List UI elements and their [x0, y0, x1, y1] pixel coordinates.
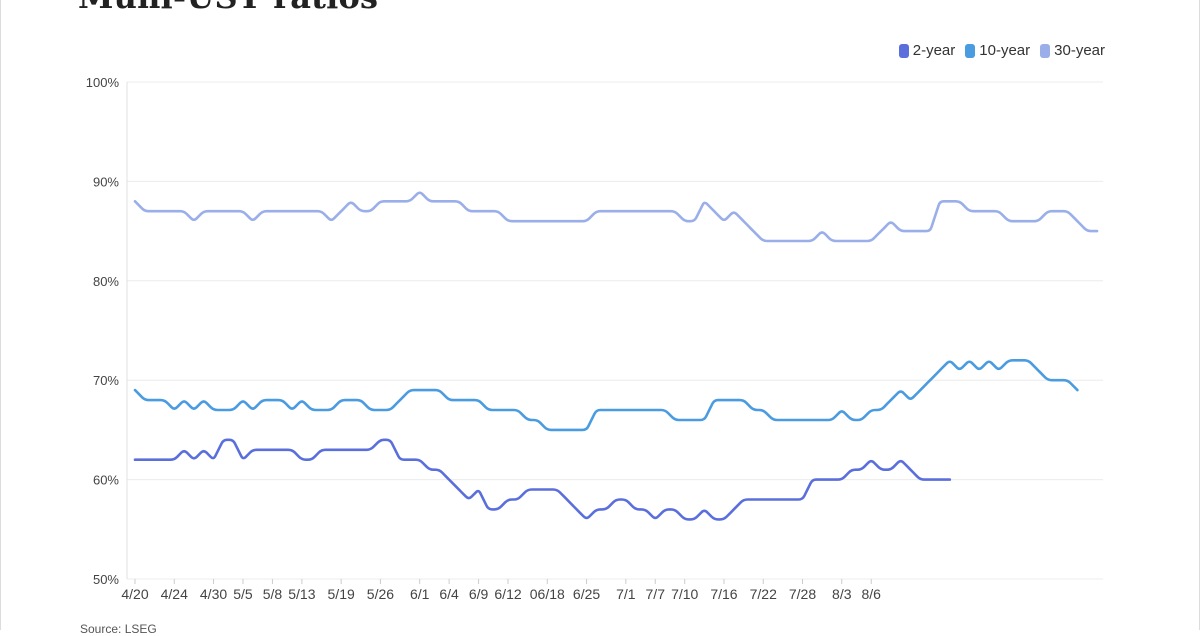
legend-item-2-year[interactable]: 2-year	[898, 42, 956, 59]
y-tick-label: 90%	[93, 174, 119, 189]
legend-swatch-2-year	[898, 43, 909, 58]
y-tick-label: 60%	[93, 473, 119, 488]
legend-swatch-10-year	[965, 43, 976, 58]
y-tick-label: 70%	[93, 373, 119, 388]
legend-swatch-30-year	[1040, 43, 1051, 58]
x-tick-label: 6/9	[469, 586, 489, 602]
chart-title: Muni-UST ratios	[78, 0, 378, 16]
y-tick-label: 50%	[93, 572, 119, 587]
legend-label-10-year: 10-year	[979, 42, 1031, 59]
legend-item-30-year[interactable]: 30-year	[1040, 42, 1105, 59]
legend-label-2-year: 2-year	[912, 42, 956, 59]
legend-label-30-year: 30-year	[1054, 42, 1105, 59]
x-tick-label: 4/20	[121, 586, 148, 602]
x-tick-label: 7/1	[616, 586, 636, 602]
x-tick-label: 6/12	[494, 586, 521, 602]
x-tick-label: 4/24	[161, 586, 188, 602]
x-tick-label: 7/16	[710, 586, 737, 602]
chart-legend: 2-year 10-year 30-year	[898, 42, 1105, 59]
x-tick-label: 6/4	[439, 586, 459, 602]
frame-left-border	[0, 0, 1, 630]
legend-item-10-year[interactable]: 10-year	[965, 42, 1030, 59]
x-tick-label: 7/10	[671, 586, 698, 602]
x-tick-label: 5/13	[288, 586, 315, 602]
x-tick-label: 5/8	[263, 586, 283, 602]
x-tick-label: 4/30	[200, 586, 227, 602]
x-tick-label: 7/28	[789, 586, 816, 602]
series-line-2-year	[133, 438, 952, 521]
x-tick-label: 5/5	[233, 586, 253, 602]
x-tick-label: 6/1	[410, 586, 430, 602]
y-tick-label: 100%	[86, 75, 120, 90]
x-tick-label: 8/6	[861, 586, 881, 602]
x-tick-label: 5/26	[367, 586, 394, 602]
x-tick-label: 7/7	[646, 586, 666, 602]
y-tick-label: 80%	[93, 274, 119, 289]
source-note: Source: LSEG	[80, 622, 157, 636]
series-line-30-year	[133, 191, 1099, 243]
x-tick-label: 5/19	[328, 586, 355, 602]
x-tick-label: 7/22	[750, 586, 777, 602]
x-tick-label: 06/18	[530, 586, 565, 602]
series-line-10-year	[133, 358, 1079, 432]
x-tick-label: 6/25	[573, 586, 600, 602]
x-tick-label: 8/3	[832, 586, 852, 602]
